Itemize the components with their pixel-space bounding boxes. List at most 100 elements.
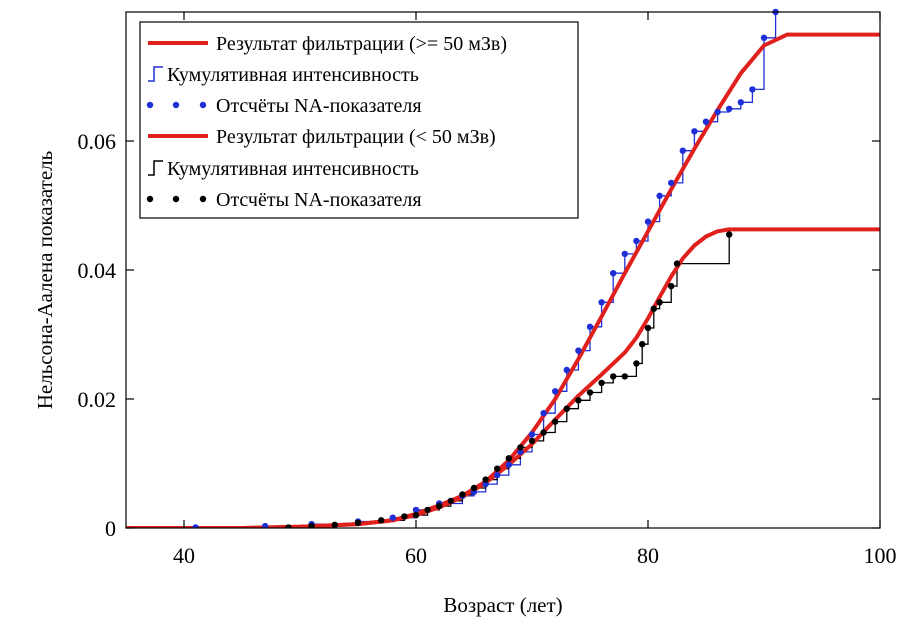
data-point [505,461,512,468]
data-point [656,299,663,306]
axis-ticks: 40 60 80 100 0 0.02 0.04 0.06 [78,12,897,568]
legend-entry: Кумулятивная интенсивность [148,64,419,86]
data-point [668,282,675,290]
data-point [528,431,536,438]
data-point [586,323,594,330]
data-point [726,105,733,113]
data-point [378,517,385,524]
data-point [389,514,396,521]
data-point [308,522,315,528]
legend-swatch-step [148,160,163,176]
data-point [621,373,628,380]
data-point [714,108,721,116]
data-point [702,118,710,125]
data-point [459,491,466,498]
data-point [494,465,501,472]
series-step-4 [287,234,730,528]
series-dots-2 [192,8,779,528]
data-point [482,480,489,488]
data-point [494,471,501,479]
data-point [424,506,431,514]
legend-swatch-dot [172,101,180,109]
data-point [192,524,199,528]
legend-entry: Результат фильтрации (< 50 мЗв) [148,126,496,148]
data-point [673,260,681,267]
data-point [575,397,582,404]
data-point [331,521,338,528]
data-point [598,379,605,387]
data-point [354,519,362,526]
data-point [668,179,675,187]
legend-label: Отсчёты NA-показателя [216,189,422,211]
data-point [621,250,628,258]
data-point [650,305,657,312]
data-point [528,437,536,445]
data-point [401,513,408,520]
data-point [610,270,617,277]
data-point [540,429,547,436]
legend-entry: Кумулятивная интенсивность [148,158,419,180]
data-point [633,360,640,367]
data-point [505,455,512,462]
legend-swatch-dot [199,195,207,203]
data-point [563,405,570,412]
data-point [679,147,686,154]
legend-label: Результат фильтрации (>= 50 мЗв) [216,33,507,55]
data-point [639,341,646,348]
data-point [262,522,269,528]
data-point [610,373,617,380]
legend-entry: Результат фильтрации (>= 50 мЗв) [148,33,507,55]
legend-label: Отсчёты NA-показателя [216,95,422,117]
series-dots-5 [285,231,733,528]
x-axis-label: Возраст (лет) [443,593,562,617]
x-tick-label: 40 [173,543,195,568]
legend-box [139,21,579,219]
y-tick-label: 0.02 [78,387,117,412]
legend-entry: Отсчёты NA-показателя [146,189,422,211]
legend-label: Результат фильтрации (< 50 мЗв) [216,126,496,148]
data-point [760,34,768,41]
data-point [470,484,478,492]
x-tick-label: 80 [637,543,659,568]
data-point [575,347,582,354]
y-tick-label: 0 [105,516,116,541]
data-point [644,218,652,225]
data-point [737,99,744,106]
data-point [447,497,454,505]
legend-label: Кумулятивная интенсивность [167,64,419,86]
data-point [540,410,547,417]
legend-swatch-dot [146,195,154,203]
legend-swatch-dot [172,195,180,203]
data-point [644,324,652,332]
data-point [656,192,663,199]
legend-entry: Отсчёты NA-показателя [146,95,422,117]
legend-swatch-dot [146,101,154,109]
data-point [285,524,292,528]
legend-swatch-dot [199,101,207,109]
data-point [412,506,420,514]
x-tick-label: 100 [864,543,897,568]
data-point [517,444,524,451]
data-point [691,128,698,135]
legend-swatch-step [148,66,163,82]
data-point [563,366,570,374]
data-point [412,511,420,519]
data-point [517,448,524,456]
legend: Результат фильтрации (>= 50 мЗв) Кумуляти… [139,21,579,219]
data-point [552,418,559,425]
series-line-3 [126,227,880,528]
y-axis-label: Нельсона-Аалена показатель [33,151,57,410]
y-tick-label: 0.04 [78,258,117,283]
data-point [436,502,443,510]
x-tick-label: 60 [405,543,427,568]
data-point [726,231,733,238]
data-point [586,389,594,396]
y-tick-label: 0.06 [78,129,117,154]
data-point [598,299,605,306]
legend-label: Кумулятивная интенсивность [167,158,419,180]
series-layer [126,8,880,528]
data-point [749,86,756,93]
data-point [552,388,559,395]
data-point [482,476,489,483]
